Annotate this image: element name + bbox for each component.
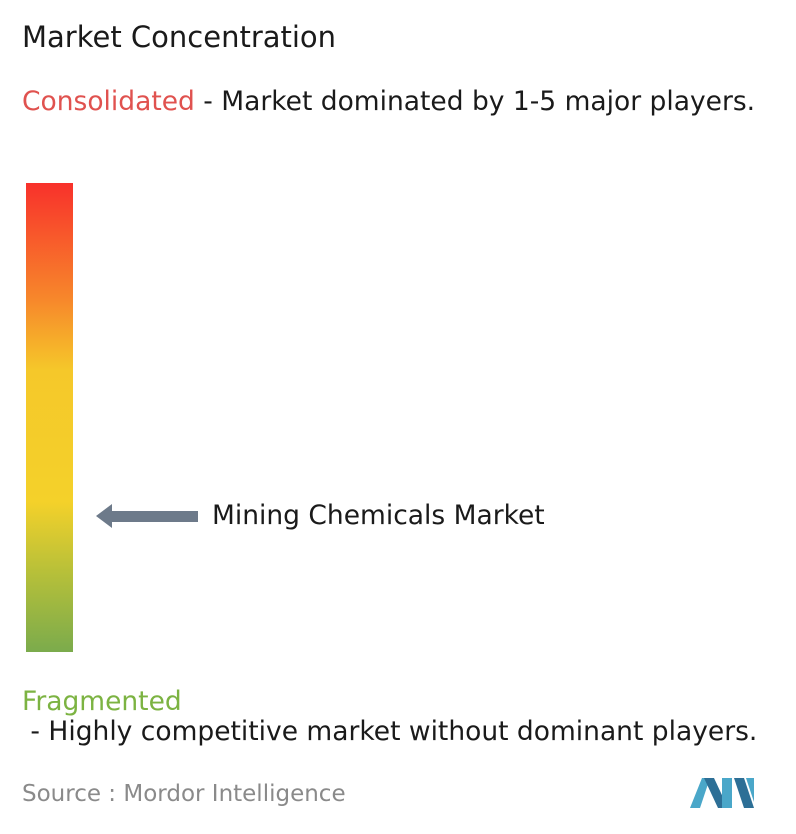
- source-name: Mordor Intelligence: [123, 781, 346, 807]
- consolidated-label: Consolidated: [22, 86, 195, 117]
- market-arrow: [96, 504, 198, 528]
- title: Market Concentration: [22, 20, 337, 54]
- market-label: Mining Chemicals Market: [212, 500, 545, 531]
- fragmented-label: Fragmented: [22, 686, 182, 717]
- source-label: Source :: [22, 781, 117, 807]
- fragmented-legend: Fragmented - Highly competitive market w…: [22, 687, 787, 747]
- fragmented-description: - Highly competitive market without domi…: [22, 716, 758, 747]
- concentration-scale: [26, 183, 73, 652]
- consolidated-description: - Market dominated by 1-5 major players.: [194, 86, 756, 117]
- logo: [690, 778, 754, 808]
- source: Source : Mordor Intelligence: [22, 781, 346, 807]
- consolidated-legend: Consolidated - Market dominated by 1-5 m…: [22, 87, 787, 117]
